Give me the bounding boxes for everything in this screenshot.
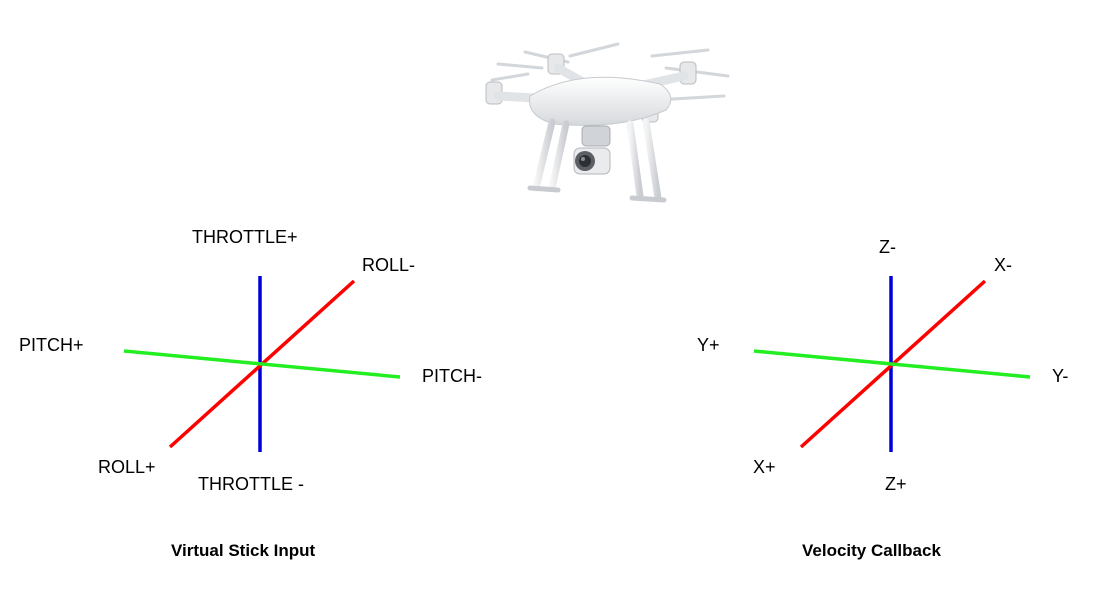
z-minus-label: Z- xyxy=(879,237,896,257)
throttle-minus-label: THROTTLE - xyxy=(198,474,304,494)
roll-plus-label: ROLL+ xyxy=(98,457,156,477)
roll-minus-label: ROLL- xyxy=(362,255,416,275)
x-minus-label: X- xyxy=(994,255,1012,275)
y-plus-label: Y+ xyxy=(697,335,720,355)
x-plus-label: X+ xyxy=(753,457,776,477)
y-minus-label: Y- xyxy=(1052,366,1069,386)
virtual-stick-input-caption: Virtual Stick Input xyxy=(171,541,316,560)
pitch-axis xyxy=(123,349,401,379)
velocity-callback-caption: Velocity Callback xyxy=(802,541,941,560)
y-axis xyxy=(753,349,1031,379)
drone-image xyxy=(485,42,730,203)
pitch-minus-label: PITCH- xyxy=(422,366,482,386)
throttle-plus-label: THROTTLE+ xyxy=(192,227,298,247)
z-plus-label: Z+ xyxy=(885,474,907,494)
pitch-plus-label: PITCH+ xyxy=(19,335,84,355)
